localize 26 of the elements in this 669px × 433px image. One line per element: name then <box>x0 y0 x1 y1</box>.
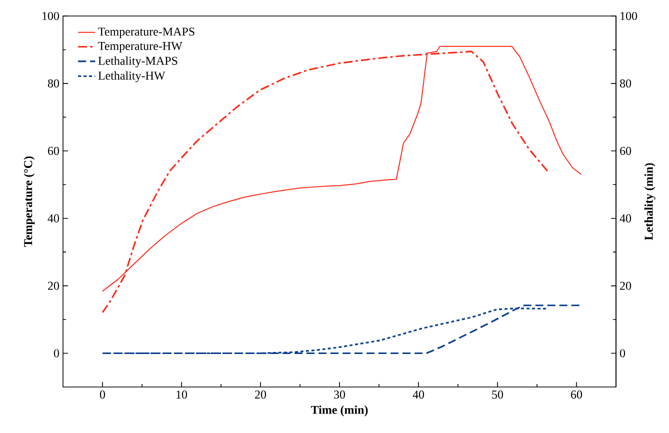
y2-tick-label: 20 <box>620 282 632 290</box>
legend-label: Temperature-MAPS <box>98 28 194 38</box>
y2-tick-label: 80 <box>620 79 632 88</box>
x-tick-label: 20 <box>255 390 266 399</box>
x-tick-label: 50 <box>492 390 504 399</box>
y2-tick-label: 100 <box>620 12 638 20</box>
y-tick-label: 80 <box>48 79 60 88</box>
legend-label: Temperature-HW <box>98 42 182 52</box>
legend-label: Lethality-MAPS <box>98 56 178 68</box>
x-tick-label: 40 <box>412 390 424 399</box>
y2-axis-title: Lethality (min) <box>644 163 656 240</box>
legend-label: Lethality-HW <box>98 71 166 82</box>
y2-tick-label: 0 <box>620 349 626 358</box>
x-tick-label: 60 <box>571 390 582 399</box>
x-tick-label: 30 <box>334 390 346 399</box>
y-tick-label: 20 <box>48 282 60 290</box>
y-tick-label: 100 <box>42 12 60 20</box>
y2-tick-label: 60 <box>620 146 632 155</box>
y-tick-label: 60 <box>48 146 60 155</box>
y-axis-title: Temperature (°C) <box>24 156 35 247</box>
x-axis-title: Time (min) <box>310 405 368 416</box>
x-tick-label: 0 <box>100 390 106 399</box>
x-tick-label: 10 <box>176 390 188 399</box>
y2-tick-label: 40 <box>620 214 632 222</box>
y-tick-label: 40 <box>48 214 60 222</box>
y-tick-label: 0 <box>54 349 60 358</box>
